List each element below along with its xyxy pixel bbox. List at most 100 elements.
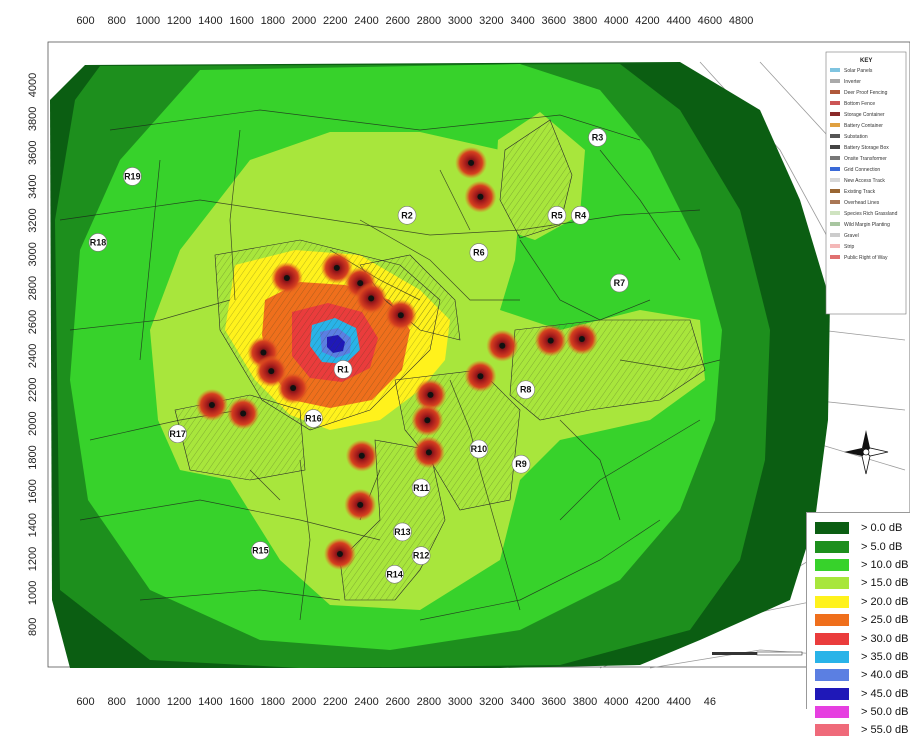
x-tick-label-bottom: 1800 xyxy=(261,696,285,708)
legend-swatch xyxy=(815,687,849,700)
x-tick-label-bottom: 1200 xyxy=(167,696,191,708)
receptor-r13: R13 xyxy=(393,522,412,542)
legend-label: > 20.0 dB xyxy=(861,595,909,608)
svg-text:R10: R10 xyxy=(471,444,488,454)
legend-swatch xyxy=(815,669,849,682)
legend-row: > 10.0 dB xyxy=(807,556,910,574)
legend-swatch xyxy=(815,540,849,553)
key-item-label: Public Right of Way xyxy=(844,255,888,261)
legend-label: > 30.0 dB xyxy=(861,632,909,645)
inverter-source xyxy=(344,488,377,521)
db-legend: > 0.0 dB > 5.0 dB > 10.0 dB > 15.0 dB > 20.0… xyxy=(806,512,910,737)
x-tick-label-bottom: 2000 xyxy=(292,696,316,708)
key-item-label: Strip xyxy=(844,244,855,250)
legend-swatch xyxy=(815,650,849,663)
inverter-source xyxy=(565,322,598,355)
receptor-r2: R2 xyxy=(397,206,417,225)
legend-label: > 50.0 dB xyxy=(861,706,909,719)
x-tick-label-bottom: 3000 xyxy=(448,696,472,708)
x-axis-bottom: 600 800 1000 1200 1400 1600 1800 2000 2200 2400 26… xyxy=(76,696,716,708)
legend-label: > 15.0 dB xyxy=(861,577,909,590)
receptor-r3: R3 xyxy=(588,128,607,147)
svg-text:R1: R1 xyxy=(337,364,349,374)
y-tick-label: 800 xyxy=(27,618,39,636)
x-tick-label-bottom: 800 xyxy=(108,696,126,708)
y-tick-label: 3800 xyxy=(27,107,39,131)
svg-text:R9: R9 xyxy=(515,459,527,469)
x-tick-label: 2800 xyxy=(417,15,441,27)
key-item-label: Wild Margin Planting xyxy=(844,222,890,228)
receptor-r4: R4 xyxy=(571,206,590,225)
y-tick-label: 2400 xyxy=(27,344,39,368)
key-item-label: Existing Track xyxy=(844,189,876,195)
legend-label: > 55.0 dB xyxy=(861,724,909,737)
legend-row: > 15.0 dB xyxy=(807,574,910,592)
x-tick-label: 1600 xyxy=(229,15,253,27)
x-tick-label: 1200 xyxy=(167,15,191,27)
inverter-source xyxy=(411,404,444,437)
inverter-source xyxy=(464,360,497,393)
y-tick-label: 3400 xyxy=(27,174,39,198)
receptor-r7: R7 xyxy=(610,273,629,293)
key-item-label: Gravel xyxy=(844,233,859,239)
legend-label: > 40.0 dB xyxy=(861,669,909,682)
x-tick-label-bottom: 2600 xyxy=(385,696,409,708)
inverter-source xyxy=(323,537,356,570)
noise-sources xyxy=(195,146,598,570)
x-tick-label: 4000 xyxy=(604,15,628,27)
legend-swatch xyxy=(815,706,849,719)
x-tick-label: 1000 xyxy=(136,15,160,27)
inverter-source xyxy=(384,299,417,332)
x-tick-label: 2600 xyxy=(385,15,409,27)
inverter-source xyxy=(270,262,303,295)
x-tick-label: 3000 xyxy=(448,15,472,27)
legend-swatch xyxy=(815,522,849,535)
x-tick-label: 800 xyxy=(108,15,126,27)
receptor-r14: R14 xyxy=(385,564,404,584)
x-tick-label-bottom: 3600 xyxy=(542,696,566,708)
y-axis-left: 4000 3800 3600 3400 3200 3000 2800 2600 2400 2200… xyxy=(27,73,39,636)
y-tick-label: 2200 xyxy=(27,377,39,401)
y-tick-label: 2800 xyxy=(27,276,39,300)
x-tick-label: 600 xyxy=(76,15,94,27)
svg-text:R5: R5 xyxy=(551,210,563,220)
key-item-label: Inverter xyxy=(844,79,861,85)
y-tick-label: 4000 xyxy=(27,73,39,97)
legend-swatch xyxy=(815,632,849,645)
key-item-label: Battery Storage Box xyxy=(844,145,889,151)
field-boundaries xyxy=(59,109,721,621)
svg-text:R8: R8 xyxy=(520,385,532,395)
x-tick-label: 1400 xyxy=(198,15,222,27)
legend-row: > 45.0 dB xyxy=(807,685,910,703)
y-tick-label: 1600 xyxy=(27,479,39,503)
key-item-label: Solar Panels xyxy=(844,68,873,74)
north-arrow-icon xyxy=(844,430,889,475)
receptor-r8: R8 xyxy=(516,380,536,400)
key-item-label: Grid Connection xyxy=(844,167,880,173)
x-tick-label: 1800 xyxy=(261,15,285,27)
y-tick-label: 2600 xyxy=(27,310,39,334)
x-tick-label: 4200 xyxy=(635,15,659,27)
key-panel: KEY Solar Panels Inverter Deer Proof Fenci… xyxy=(825,51,907,315)
legend-swatch xyxy=(815,614,849,627)
inverter-source xyxy=(320,251,353,284)
x-tick-label: 3400 xyxy=(510,15,534,27)
inverter-source xyxy=(414,378,447,411)
key-item-label: Battery Container xyxy=(844,123,883,129)
legend-row: > 50.0 dB xyxy=(807,703,910,721)
receptor-r17: R17 xyxy=(168,424,187,444)
svg-text:R2: R2 xyxy=(401,210,413,220)
y-tick-label: 1800 xyxy=(27,445,39,469)
x-tick-label: 4600 xyxy=(698,15,722,27)
noise-contours xyxy=(50,62,830,668)
receptor-r5: R5 xyxy=(547,206,567,225)
inverter-source xyxy=(455,146,488,179)
x-tick-label-bottom: 2200 xyxy=(323,696,347,708)
key-item-label: Bottom Fence xyxy=(844,101,875,107)
receptor-r19: R19 xyxy=(123,167,142,186)
key-item-label: Substation xyxy=(844,134,868,140)
inverter-source xyxy=(464,180,497,213)
svg-text:R7: R7 xyxy=(614,278,626,288)
svg-text:R11: R11 xyxy=(413,483,429,493)
legend-swatch xyxy=(815,577,849,590)
